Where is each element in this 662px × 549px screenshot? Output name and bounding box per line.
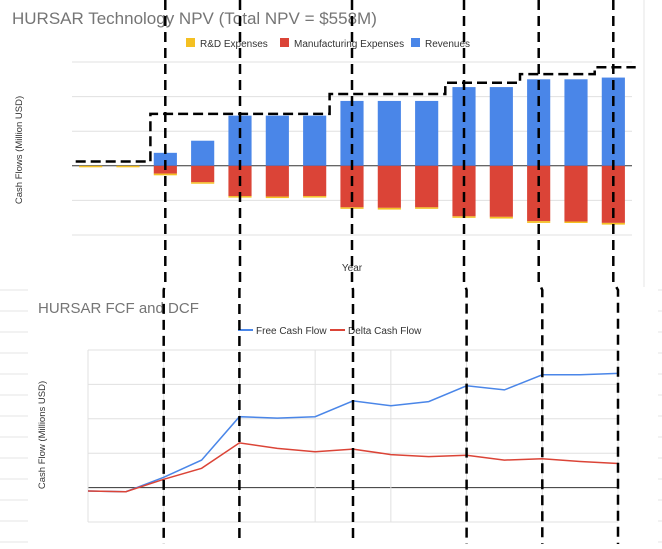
legend-label-fcf: Free Cash Flow: [256, 326, 327, 337]
rd-expense-bar: [377, 207, 401, 210]
npv-y-axis-label: Cash Flows (Million USD): [14, 96, 25, 204]
rd-expense-bar: [489, 216, 513, 219]
rd-expense-bar: [79, 165, 103, 168]
rd-expense-bar: [527, 221, 551, 223]
revenue-bar: [377, 100, 401, 166]
free-cash-flow-line: [87, 372, 619, 493]
manufacturing-bar: [228, 165, 252, 197]
manufacturing-bar: [452, 165, 476, 217]
rd-expense-bar: [452, 216, 476, 218]
manufacturing-bar: [153, 165, 177, 174]
npv-chart-legend: R&D Expenses Manufacturing Expenses Reve…: [186, 38, 470, 50]
manufacturing-bar: [191, 165, 215, 183]
legend-swatch-rd: [186, 38, 195, 47]
revenue-bar: [303, 115, 327, 166]
revenue-bar: [153, 152, 177, 166]
revenue-bar: [191, 140, 215, 166]
fcf-dcf-line-chart: HURSAR FCF and DCF Free Cash Flow Delta …: [37, 300, 619, 523]
manufacturing-bar: [489, 165, 513, 217]
npv-x-axis-label: Year: [342, 263, 363, 274]
revenue-bar: [265, 115, 289, 166]
revenue-bar: [228, 115, 252, 166]
rd-expense-bar: [228, 196, 252, 198]
rd-expense-bar: [153, 173, 177, 176]
fcf-dcf-chart-panel[interactable]: HURSAR FCF and DCF Free Cash Flow Delta …: [28, 287, 658, 544]
legend-label-rd: R&D Expenses: [200, 39, 268, 50]
manufacturing-bar: [527, 165, 551, 222]
fcf-chart-legend: Free Cash Flow Delta Cash Flow: [238, 326, 422, 337]
manufacturing-bar: [377, 165, 401, 208]
revenue-bar: [340, 100, 364, 166]
manufacturing-bar: [340, 165, 364, 208]
rd-expense-bar: [340, 207, 364, 209]
manufacturing-bar: [265, 165, 289, 197]
npv-chart-title: HURSAR Technology NPV (Total NPV = $558M…: [12, 9, 377, 28]
npv-chart-panel[interactable]: HURSAR Technology NPV (Total NPV = $558M…: [0, 0, 640, 282]
manufacturing-bar: [601, 165, 625, 223]
rd-expense-bar: [191, 182, 215, 184]
manufacturing-bar: [303, 165, 327, 197]
npv-bar-chart: HURSAR Technology NPV (Total NPV = $558M…: [12, 9, 636, 274]
revenue-bar: [564, 79, 588, 166]
cumulative-npv-dashed-line: [75, 65, 636, 163]
rd-expense-bar: [415, 207, 439, 209]
legend-swatch-manufacturing: [280, 38, 289, 47]
rd-expense-bar: [116, 165, 140, 168]
revenue-bar: [415, 100, 439, 166]
rd-expense-bar: [265, 196, 289, 199]
legend-label-revenues: Revenues: [425, 39, 470, 50]
revenue-bar: [489, 87, 513, 166]
manufacturing-bar: [564, 165, 588, 222]
legend-label-dcf: Delta Cash Flow: [348, 326, 422, 337]
legend-swatch-revenues: [411, 38, 420, 47]
rd-expense-bar: [564, 221, 588, 224]
rd-expense-bar: [303, 196, 327, 198]
revenue-bar: [452, 87, 476, 166]
manufacturing-bar: [415, 165, 439, 208]
revenue-bar: [527, 79, 551, 166]
legend-label-manufacturing: Manufacturing Expenses: [294, 39, 404, 50]
fcf-y-axis-label: Cash Flow (Millions USD): [37, 381, 48, 489]
revenue-bar: [601, 77, 625, 166]
rd-expense-bar: [601, 222, 625, 225]
fcf-chart-title: HURSAR FCF and DCF: [38, 300, 199, 317]
delta-cash-flow-line: [87, 442, 619, 493]
